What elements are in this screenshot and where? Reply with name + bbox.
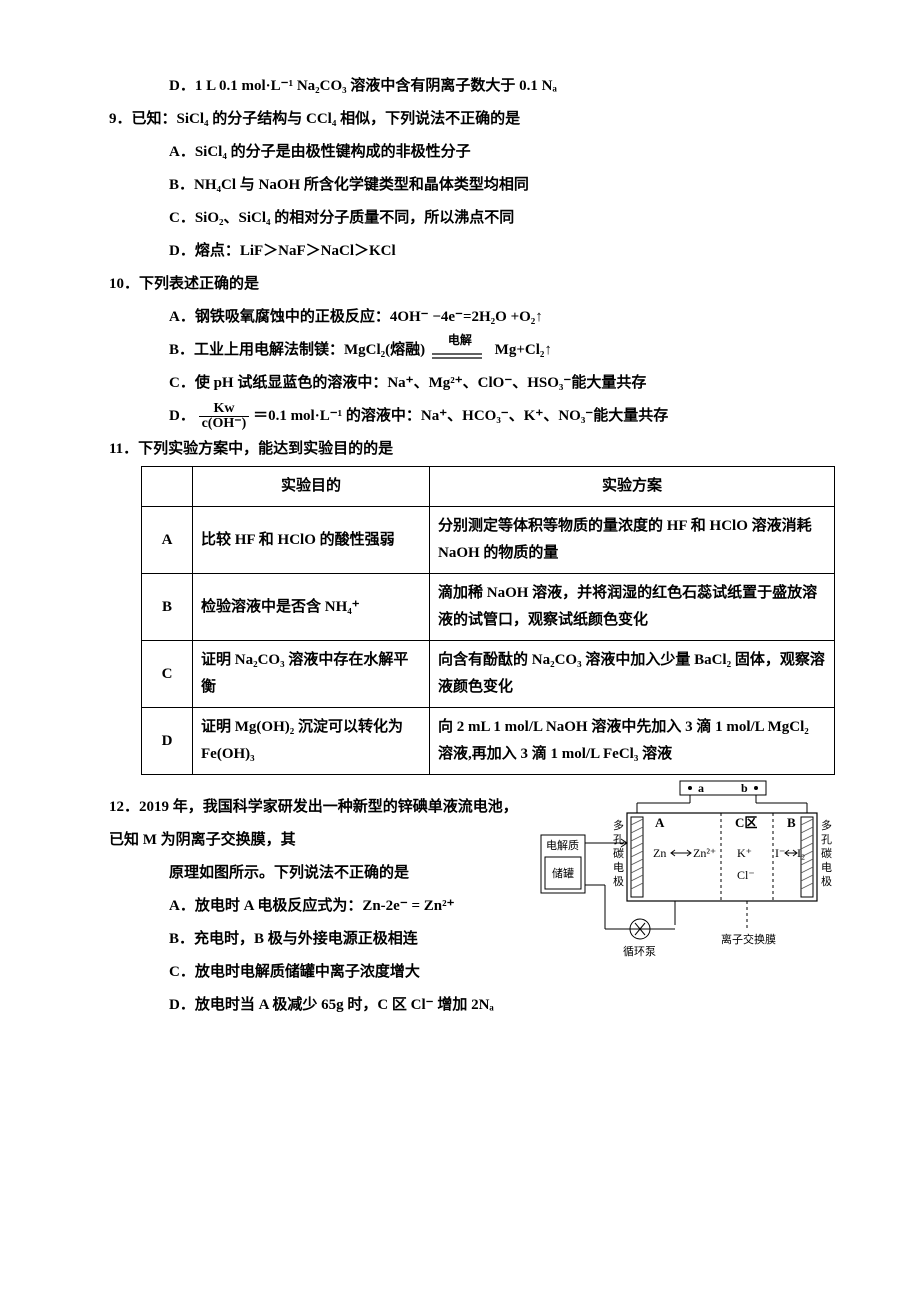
q10-b-pre: B．工业上用电解法制镁：MgCl₂(熔融): [169, 342, 429, 358]
svg-text:Cl⁻: Cl⁻: [737, 868, 755, 882]
q10-stem: 10．下列表述正确的是: [105, 268, 835, 301]
q11-table: 实验目的 实验方案 A 比较 HF 和 HClO 的酸性强弱 分别测定等体积等物…: [141, 466, 835, 775]
cell-plan: 向含有酚酞的 Na₂CO₃ 溶液中加入少量 BaCl₂ 固体，观察溶液颜色变化: [430, 641, 835, 708]
svg-text:电: 电: [821, 861, 832, 874]
q9-option-d: D．熔点：LiF＞NaF＞NaCl＞KCl: [105, 235, 835, 268]
q8-option-d: D．1 L 0.1 mol·L⁻¹ Na₂CO₃ 溶液中含有阴离子数大于 0.1…: [105, 70, 835, 103]
row-label: A: [142, 507, 193, 574]
svg-text:多: 多: [821, 818, 832, 832]
q10-b-post: Mg+Cl₂↑: [495, 342, 552, 358]
svg-text:极: 极: [613, 874, 624, 888]
q10-option-d: D． Kw c(OH⁻) ＝0.1 mol·L⁻¹ 的溶液中：Na⁺、HCO₃⁻…: [105, 400, 835, 433]
q10-d-pre: D．: [169, 408, 195, 424]
svg-text:b: b: [741, 781, 748, 795]
q12-option-c: C．放电时电解质储罐中离子浓度增大: [105, 956, 835, 989]
q10-d-post: ＝0.1 mol·L⁻¹ 的溶液中：Na⁺、HCO₃⁻、K⁺、NO₃⁻能大量共存: [253, 408, 668, 424]
svg-text:B: B: [787, 815, 796, 830]
q10-option-c: C．使 pH 试纸显蓝色的溶液中：Na⁺、Mg²⁺、ClO⁻、HSO₃⁻能大量共…: [105, 367, 835, 400]
svg-text:Zn²⁺: Zn²⁺: [693, 846, 716, 860]
q9-option-a: A．SiCl₄ 的分子是由极性键构成的非极性分子: [105, 136, 835, 169]
svg-text:Zn: Zn: [653, 846, 666, 860]
cell-purpose: 检验溶液中是否含 NH₄⁺: [193, 574, 430, 641]
cell-plan: 向 2 mL 1 mol/L NaOH 溶液中先加入 3 滴 1 mol/L M…: [430, 708, 835, 775]
row-label: D: [142, 708, 193, 775]
cell-plan: 分别测定等体积等物质的量浓度的 HF 和 HClO 溶液消耗 NaOH 的物质的…: [430, 507, 835, 574]
svg-text:电: 电: [613, 861, 624, 874]
cell-plan: 滴加稀 NaOH 溶液，并将润湿的红色石蕊试纸置于盛放溶液的试管口，观察试纸颜色…: [430, 574, 835, 641]
cell-purpose: 证明 Mg(OH)₂ 沉淀可以转化为 Fe(OH)₃: [193, 708, 430, 775]
electrolysis-arrow-icon: 电解: [432, 342, 488, 360]
table-row: B 检验溶液中是否含 NH₄⁺ 滴加稀 NaOH 溶液，并将润湿的红色石蕊试纸置…: [142, 574, 835, 641]
q10-option-b: B．工业上用电解法制镁：MgCl₂(熔融) 电解 Mg+Cl₂↑: [105, 334, 835, 367]
frac-num: Kw: [199, 402, 250, 417]
cell-purpose: 比较 HF 和 HClO 的酸性强弱: [193, 507, 430, 574]
q9-option-b: B．NH₄Cl 与 NaOH 所含化学键类型和晶体类型均相同: [105, 169, 835, 202]
table-row: C 证明 Na₂CO₃ 溶液中存在水解平衡 向含有酚酞的 Na₂CO₃ 溶液中加…: [142, 641, 835, 708]
q9-option-c: C．SiO₂、SiCl₄ 的相对分子质量不同，所以沸点不同: [105, 202, 835, 235]
svg-text:循环泵: 循环泵: [623, 945, 656, 958]
svg-text:I₂: I₂: [797, 846, 805, 860]
svg-text:离子交换膜: 离子交换膜: [721, 932, 776, 946]
table-row: D 证明 Mg(OH)₂ 沉淀可以转化为 Fe(OH)₃ 向 2 mL 1 mo…: [142, 708, 835, 775]
svg-text:C区: C区: [735, 815, 757, 830]
row-label: C: [142, 641, 193, 708]
header-blank: [142, 467, 193, 507]
row-label: B: [142, 574, 193, 641]
fraction-icon: Kw c(OH⁻): [199, 402, 250, 431]
svg-text:碳: 碳: [613, 846, 624, 860]
svg-text:极: 极: [821, 874, 832, 888]
header-plan: 实验方案: [430, 467, 835, 507]
svg-text:a: a: [698, 781, 704, 795]
svg-text:A: A: [655, 815, 665, 830]
frac-den: c(OH⁻): [199, 417, 250, 431]
svg-text:碳: 碳: [821, 846, 832, 860]
svg-text:储罐: 储罐: [552, 866, 574, 880]
svg-text:I⁻: I⁻: [775, 846, 785, 860]
svg-text:K⁺: K⁺: [737, 846, 752, 860]
header-purpose: 实验目的: [193, 467, 430, 507]
svg-text:电解质: 电解质: [546, 838, 579, 852]
q11-stem: 11．下列实验方案中，能达到实验目的的是: [105, 433, 835, 466]
q10-option-a: A．钢铁吸氧腐蚀中的正极反应：4OH⁻ −4e⁻=2H₂O +O₂↑: [105, 301, 835, 334]
table-row: A 比较 HF 和 HClO 的酸性强弱 分别测定等体积等物质的量浓度的 HF …: [142, 507, 835, 574]
q9-stem: 9．已知：SiCl₄ 的分子结构与 CCl₄ 相似，下列说法不正确的是: [105, 103, 835, 136]
table-header-row: 实验目的 实验方案: [142, 467, 835, 507]
svg-text:孔: 孔: [821, 833, 832, 846]
q12-figure: a b: [535, 779, 835, 959]
arrow-label: 电解: [432, 334, 488, 346]
cell-purpose: 证明 Na₂CO₃ 溶液中存在水解平衡: [193, 641, 430, 708]
svg-text:多: 多: [613, 818, 624, 832]
q12-option-d: D．放电时当 A 极减少 65g 时，C 区 Cl⁻ 增加 2Nₐ: [105, 989, 835, 1022]
